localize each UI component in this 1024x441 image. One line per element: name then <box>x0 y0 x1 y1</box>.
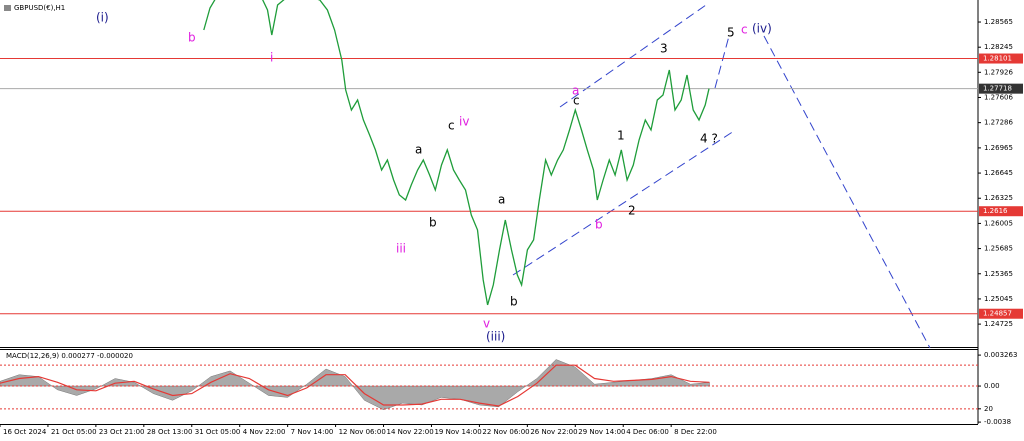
x-tick-label: 4 Nov 22:00 <box>243 428 286 436</box>
channel-lower <box>512 130 735 276</box>
x-tick-label: 29 Nov 14:00 <box>578 428 625 436</box>
wave-label: b <box>595 218 603 232</box>
level-label-box <box>979 53 1023 64</box>
wave-label: (i) <box>96 11 109 25</box>
x-tick-label: 23 Oct 21:00 <box>99 428 145 436</box>
wave-label: b <box>188 31 196 45</box>
wave-label: a <box>415 143 422 157</box>
y-tick-label: 1.25365 <box>984 270 1013 278</box>
price-plot <box>0 0 978 315</box>
level-label: 1.2616 <box>983 207 1008 215</box>
level-label-box <box>979 206 1023 217</box>
y-tick-label: 0.003263 <box>984 351 1017 359</box>
current-price-label: 1.27718 <box>983 85 1012 93</box>
y-tick-label: -0.0038 <box>984 418 1011 426</box>
wave-label: a <box>572 84 579 98</box>
wave-label: c <box>448 119 455 133</box>
x-tick-label: 4 Dec 06:00 <box>626 428 669 436</box>
y-tick-label: 1.26965 <box>984 144 1013 152</box>
wave-label: i <box>270 51 273 65</box>
y-tick-label: 1.26005 <box>984 219 1013 227</box>
wave-label: c <box>573 94 580 108</box>
x-tick-label: 8 Dec 22:00 <box>674 428 717 436</box>
wave-label: 4 ? <box>700 132 718 146</box>
macd-histogram <box>0 359 710 411</box>
wave-label: 3 <box>660 42 668 56</box>
indicator-title: MACD(12,26,9) 0.000277 -0.000020 <box>6 352 133 360</box>
wave-label: iv <box>459 115 469 129</box>
x-tick-label: 26 Nov 22:00 <box>530 428 577 436</box>
wave-label: (iii) <box>486 330 505 344</box>
y-tick-label: 1.27286 <box>984 119 1013 127</box>
wave-label: 2 <box>628 204 636 218</box>
wave-label: b <box>429 216 437 230</box>
y-tick-label: 1.25685 <box>984 245 1013 253</box>
wave-label: a <box>498 193 505 207</box>
x-tick-label: 14 Nov 22:00 <box>387 428 434 436</box>
symbol-icon <box>4 5 11 11</box>
x-tick-label: 16 Oct 2024 <box>3 428 47 436</box>
channel-upper <box>559 4 707 108</box>
price-line <box>203 0 710 306</box>
wave-5-projection <box>714 35 730 89</box>
y-tick-label: 1.25045 <box>984 295 1013 303</box>
y-tick-label: 1.27606 <box>984 93 1013 101</box>
wave-label: iii <box>396 242 406 256</box>
x-tick-label: 22 Nov 06:00 <box>482 428 529 436</box>
wave-label: b <box>510 295 518 309</box>
y-tick-label: 1.26645 <box>984 169 1013 177</box>
wave-label: 1 <box>617 129 625 143</box>
current-price-box <box>979 83 1023 94</box>
y-tick-label: 1.26325 <box>984 194 1013 202</box>
y-tick-label: 20 <box>984 405 993 413</box>
x-tick-label: 7 Nov 14:00 <box>291 428 334 436</box>
y-tick-label: 1.24725 <box>984 320 1013 328</box>
level-label-box <box>979 308 1023 319</box>
level-label: 1.28101 <box>983 55 1012 63</box>
wave-label: (iv) <box>752 22 772 36</box>
chart-title: GBPUSD(€),H1 <box>14 4 65 12</box>
x-tick-label: 28 Oct 13:00 <box>147 428 193 436</box>
y-tick-label: 0.00 <box>984 382 1000 390</box>
x-tick-label: 12 Nov 06:00 <box>339 428 386 436</box>
macd-plot <box>0 359 710 411</box>
decline-projection <box>763 35 931 349</box>
y-tick-label: 1.27926 <box>984 68 1013 76</box>
x-tick-label: 19 Nov 14:00 <box>434 428 481 436</box>
level-label: 1.24857 <box>983 310 1012 318</box>
wave-label: 5 <box>727 26 735 40</box>
y-tick-label: 1.28245 <box>984 43 1013 51</box>
x-tick-label: 21 Oct 05:00 <box>51 428 97 436</box>
wave-label: v <box>483 317 490 331</box>
projection-lines <box>512 4 931 349</box>
signal-line <box>0 364 710 407</box>
wave-label: c <box>741 23 748 37</box>
x-tick-label: 31 Oct 05:00 <box>195 428 241 436</box>
y-tick-label: 1.28565 <box>984 18 1013 26</box>
